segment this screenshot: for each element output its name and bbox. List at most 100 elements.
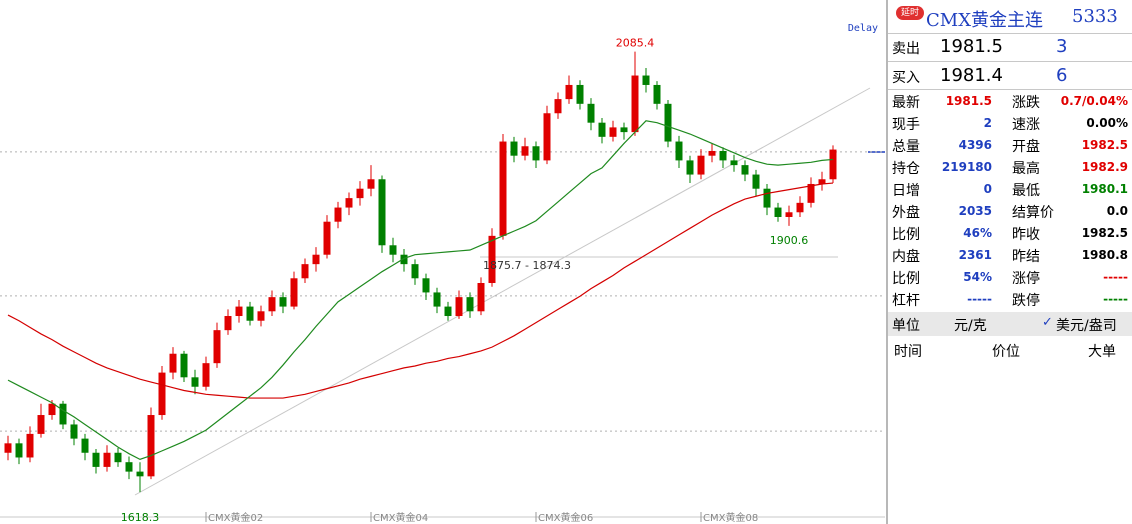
title: CMX黄金主连 xyxy=(926,10,1044,31)
candle-body xyxy=(807,183,815,203)
candle-body xyxy=(499,141,507,236)
candle-body xyxy=(4,443,12,453)
candle-body xyxy=(257,311,265,321)
candle-body xyxy=(455,297,463,317)
row-value: 1982.5 xyxy=(1081,226,1128,240)
candle-body xyxy=(829,149,837,180)
quote-panel: 延时 CMX黄金主连 5333 卖出 1981.5 3 买入 1981.4 6 … xyxy=(886,0,1132,524)
unit-option[interactable]: 元/克 xyxy=(954,318,987,334)
row-label: 开盘 xyxy=(1012,139,1040,155)
row-label: 涨停 xyxy=(1012,271,1040,287)
row-value: 2035 xyxy=(958,204,992,218)
moving-average xyxy=(7,120,834,461)
annotation: 2085.4 xyxy=(616,37,655,50)
candle-body xyxy=(411,264,419,279)
candle-body xyxy=(81,438,89,453)
row-value: 2 xyxy=(983,116,992,130)
candle-body xyxy=(543,113,551,161)
candle-body xyxy=(202,363,210,387)
candle-body xyxy=(631,75,639,133)
x-tick-label: CMX黄金08 xyxy=(703,511,758,524)
candle-body xyxy=(246,306,254,321)
candle-body xyxy=(488,235,496,284)
row-value: 1980.1 xyxy=(1081,182,1128,196)
candle-body xyxy=(565,84,573,100)
row-value: 0.0 xyxy=(1106,204,1128,218)
candle-body xyxy=(59,403,67,425)
row-label: 内盘 xyxy=(892,249,920,265)
column-header: 价位 xyxy=(992,344,1020,360)
candle-body xyxy=(521,146,529,156)
candle-body xyxy=(103,452,111,467)
candle-body xyxy=(664,103,672,142)
divider xyxy=(888,61,1132,62)
row-value: 1982.5 xyxy=(1081,138,1128,152)
x-tick-label: CMX黄金02 xyxy=(208,511,263,524)
candle-body xyxy=(774,207,782,217)
candle-body xyxy=(125,462,133,472)
candle-body xyxy=(587,103,595,123)
candle-body xyxy=(675,141,683,161)
candle-body xyxy=(235,306,243,317)
candle-body xyxy=(356,188,364,199)
candle-body xyxy=(609,127,617,137)
candle-body xyxy=(620,127,628,133)
candle-body xyxy=(158,372,166,416)
row-label: 比例 xyxy=(892,227,920,243)
row-value: 1982.9 xyxy=(1081,160,1128,174)
divider xyxy=(888,89,1132,90)
candle-body xyxy=(180,353,188,378)
row-value: 1981.5 xyxy=(945,94,992,108)
row-value: 0 xyxy=(983,182,992,196)
candle-body xyxy=(48,403,56,416)
check-icon: ✓ xyxy=(1042,315,1053,330)
candle-body xyxy=(169,353,177,373)
candle-body xyxy=(785,212,793,217)
candle-body xyxy=(279,297,287,307)
sell-volume: 3 xyxy=(1056,36,1068,57)
row-value: ----- xyxy=(1103,292,1128,306)
candle-body xyxy=(818,179,826,184)
candle-body xyxy=(147,415,155,477)
sell-price: 1981.5 xyxy=(940,36,1003,57)
unit-label: 单位 xyxy=(892,318,920,334)
row-label: 速涨 xyxy=(1012,117,1040,133)
candle-body xyxy=(752,174,760,189)
row-value: 1980.8 xyxy=(1081,248,1128,262)
candle-body xyxy=(389,245,397,255)
unit-option-selected[interactable]: 美元/盎司 xyxy=(1056,318,1117,334)
column-header: 大单 xyxy=(1088,344,1116,360)
candle-body xyxy=(191,377,199,387)
row-value: 219180 xyxy=(941,160,992,174)
candle-body xyxy=(345,198,353,208)
chart: Delay CMX黄金02 CMX黄金04 CMX黄金06 CMX黄金08 2085.4… xyxy=(0,23,885,524)
candle-body xyxy=(312,254,320,265)
candle-body xyxy=(653,84,661,104)
candle-body xyxy=(290,278,298,307)
candle-body xyxy=(422,278,430,293)
column-header: 时间 xyxy=(894,344,922,360)
candle-body xyxy=(433,292,441,307)
candle-body xyxy=(213,330,221,364)
row-label: 比例 xyxy=(892,271,920,287)
candle-body xyxy=(719,150,727,161)
candle-body xyxy=(92,452,100,467)
candle-body xyxy=(268,297,276,312)
annotation: 1875.7 - 1874.3 xyxy=(483,259,571,272)
candle-body xyxy=(466,297,474,312)
candle-body xyxy=(763,188,771,208)
candle-body xyxy=(697,155,705,175)
annotation: 1618.3 xyxy=(121,511,160,524)
candle-body xyxy=(444,306,452,317)
row-value: ----- xyxy=(1103,270,1128,284)
moving-average xyxy=(7,182,834,399)
row-value: 0.7/0.04% xyxy=(1060,94,1128,108)
candle-body xyxy=(15,443,23,458)
row-label: 总量 xyxy=(892,139,920,155)
x-tick-label: CMX黄金04 xyxy=(373,511,428,524)
unit-bar xyxy=(888,312,1132,336)
row-value: 4396 xyxy=(958,138,992,152)
candle-body xyxy=(532,146,540,161)
row-value: ----- xyxy=(967,292,992,306)
candle-body xyxy=(334,207,342,222)
